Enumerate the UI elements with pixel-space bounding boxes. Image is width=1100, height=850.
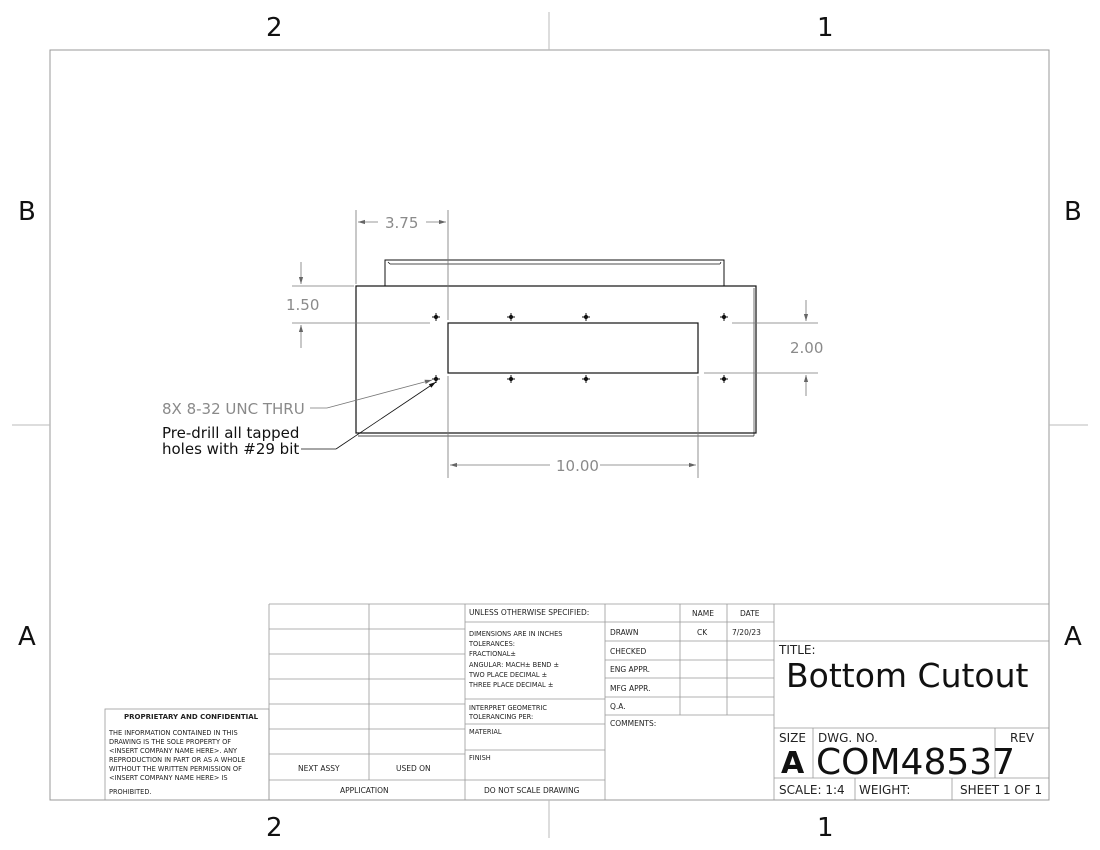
dimension-text-2-00: 2.00	[790, 339, 823, 357]
size-label: SIZE	[779, 731, 806, 745]
dimension-text-3-75: 3.75	[385, 214, 418, 232]
zone-label-bottom-1: 1	[817, 813, 834, 843]
dwg-no-label: DWG. NO.	[818, 731, 878, 745]
hole-mark	[582, 375, 590, 383]
predrill-note-line2: holes with #29 bit	[162, 440, 299, 458]
zone-label-right-a: A	[1064, 622, 1082, 652]
hole-callout-leader-diag	[326, 379, 433, 409]
hole-callout-note: 8X 8-32 UNC THRU	[162, 400, 305, 418]
dimension-text-10-00: 10.00	[556, 457, 599, 475]
tolerance-line: ANGULAR: MACH± BEND ±	[469, 661, 559, 669]
material-label: MATERIAL	[469, 728, 502, 736]
dimension-text-1-50: 1.50	[286, 296, 319, 314]
rev-label: REV	[1010, 731, 1035, 745]
cutout	[447, 322, 699, 374]
tolerance-line: FRACTIONAL±	[469, 650, 516, 658]
sheet-size: A	[781, 746, 805, 781]
tolerance-line: THREE PLACE DECIMAL ±	[468, 681, 553, 689]
hole-mark	[432, 375, 440, 383]
zone-label-right-b: B	[1064, 197, 1082, 227]
tapped-holes	[432, 313, 728, 383]
drawing-title: Bottom Cutout	[786, 656, 1029, 695]
title-label: TITLE:	[778, 643, 816, 657]
hole-mark	[507, 375, 515, 383]
drawing-number: COM48537	[816, 742, 1015, 783]
application-label: APPLICATION	[340, 786, 389, 795]
drawn-label: DRAWN	[610, 628, 638, 637]
comments-label: COMMENTS:	[610, 719, 656, 728]
dimension-1-50	[292, 262, 430, 348]
hole-mark	[432, 313, 440, 321]
title-block	[104, 603, 1049, 801]
name-column-header: NAME	[692, 609, 714, 618]
geometric-line: TOLERANCING PER:	[468, 713, 533, 721]
qa-label: Q.A.	[610, 702, 626, 711]
checked-label: CHECKED	[610, 647, 647, 656]
weight-label: WEIGHT:	[859, 783, 910, 797]
proprietary-line: WITHOUT THE WRITTEN PERMISSION OF	[109, 765, 242, 773]
hole-mark	[582, 313, 590, 321]
proprietary-line: PROHIBITED.	[109, 788, 152, 796]
zone-label-left-a: A	[18, 622, 36, 652]
eng-appr-label: ENG APPR.	[610, 665, 650, 674]
do-not-scale-label: DO NOT SCALE DRAWING	[484, 786, 580, 795]
next-assy-label: NEXT ASSY	[298, 764, 340, 773]
zone-label-bottom-2: 2	[266, 813, 283, 843]
proprietary-line: REPRODUCTION IN PART OR AS A WHOLE	[109, 756, 245, 764]
panel-outline	[355, 285, 757, 434]
finish-label: FINISH	[469, 754, 491, 762]
used-on-label: USED ON	[396, 764, 431, 773]
proprietary-line: <INSERT COMPANY NAME HERE>. ANY	[109, 747, 238, 755]
date-column-header: DATE	[740, 609, 760, 618]
proprietary-line: DRAWING IS THE SOLE PROPERTY OF	[109, 738, 231, 746]
part-view	[355, 259, 757, 437]
zone-label-top-1: 1	[817, 13, 834, 43]
zone-label-left-b: B	[18, 197, 36, 227]
zone-label-top-2: 2	[266, 13, 283, 43]
tolerance-line: DIMENSIONS ARE IN INCHES	[469, 630, 562, 638]
sheet-label: SHEET 1 OF 1	[960, 783, 1042, 797]
hole-mark	[507, 313, 515, 321]
drawn-date: 7/20/23	[732, 628, 761, 637]
scale-label: SCALE: 1:4	[779, 783, 845, 797]
dimension-3-75	[355, 210, 449, 320]
predrill-leader-diag	[335, 381, 437, 450]
proprietary-line: THE INFORMATION CONTAINED IN THIS	[108, 729, 238, 737]
dimension-10-00	[447, 376, 699, 478]
predrill-note-line1: Pre-drill all tapped	[162, 424, 299, 442]
proprietary-line: <INSERT COMPANY NAME HERE> IS	[109, 774, 228, 782]
unless-specified-label: UNLESS OTHERWISE SPECIFIED:	[469, 608, 589, 617]
tolerance-line: TOLERANCES:	[468, 640, 515, 648]
hole-mark	[720, 313, 728, 321]
dimension-2-00	[704, 300, 818, 396]
hole-mark	[720, 375, 728, 383]
geometric-line: INTERPRET GEOMETRIC	[469, 704, 547, 712]
mfg-appr-label: MFG APPR.	[610, 684, 651, 693]
tolerance-line: TWO PLACE DECIMAL ±	[468, 671, 547, 679]
drawn-name: CK	[697, 628, 708, 637]
proprietary-heading: PROPRIETARY AND CONFIDENTIAL	[124, 713, 259, 721]
